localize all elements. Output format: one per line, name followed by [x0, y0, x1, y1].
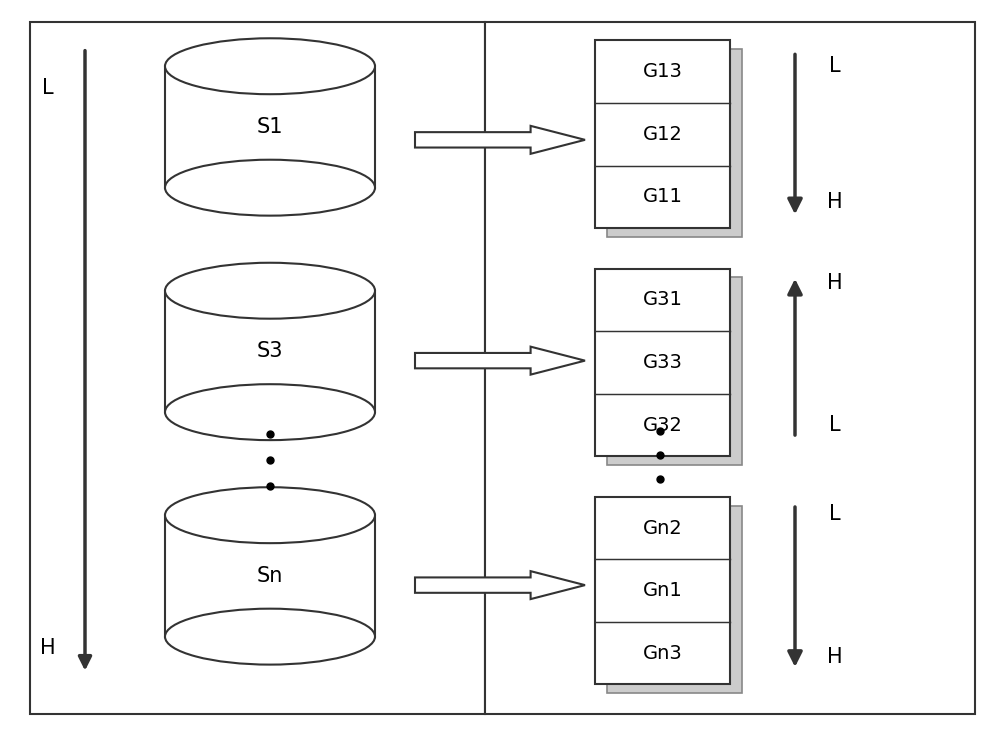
Text: G11: G11 [643, 188, 682, 206]
Bar [595, 497, 730, 684]
Text: Gn2: Gn2 [643, 519, 682, 537]
Bar [595, 269, 730, 456]
Text: S1: S1 [257, 117, 283, 137]
Ellipse shape [165, 384, 375, 440]
Bar [165, 66, 375, 188]
Ellipse shape [165, 487, 375, 543]
Bar [607, 277, 742, 465]
Polygon shape [415, 347, 585, 375]
Ellipse shape [165, 263, 375, 319]
Text: G32: G32 [643, 416, 682, 434]
Polygon shape [415, 571, 585, 599]
Bar [165, 515, 375, 637]
Text: Gn3: Gn3 [643, 644, 682, 662]
Text: H: H [827, 273, 843, 294]
Text: H: H [40, 637, 56, 658]
Text: G12: G12 [643, 125, 682, 144]
Text: S3: S3 [257, 342, 283, 361]
Text: L: L [42, 78, 54, 99]
Text: L: L [829, 56, 841, 77]
Bar [30, 22, 485, 714]
Text: G33: G33 [643, 353, 682, 372]
Polygon shape [415, 126, 585, 154]
Text: L: L [829, 415, 841, 436]
Text: G13: G13 [643, 63, 682, 81]
Ellipse shape [165, 38, 375, 94]
Text: H: H [827, 192, 843, 213]
Bar [165, 291, 375, 412]
Ellipse shape [165, 160, 375, 216]
Text: Sn: Sn [257, 566, 283, 586]
Bar [607, 49, 742, 237]
Text: G31: G31 [643, 291, 682, 309]
Ellipse shape [165, 609, 375, 665]
Text: L: L [829, 503, 841, 524]
Bar [595, 40, 730, 228]
Bar [607, 506, 742, 693]
Bar [485, 22, 975, 714]
Text: H: H [827, 646, 843, 667]
Text: Gn1: Gn1 [643, 581, 682, 600]
